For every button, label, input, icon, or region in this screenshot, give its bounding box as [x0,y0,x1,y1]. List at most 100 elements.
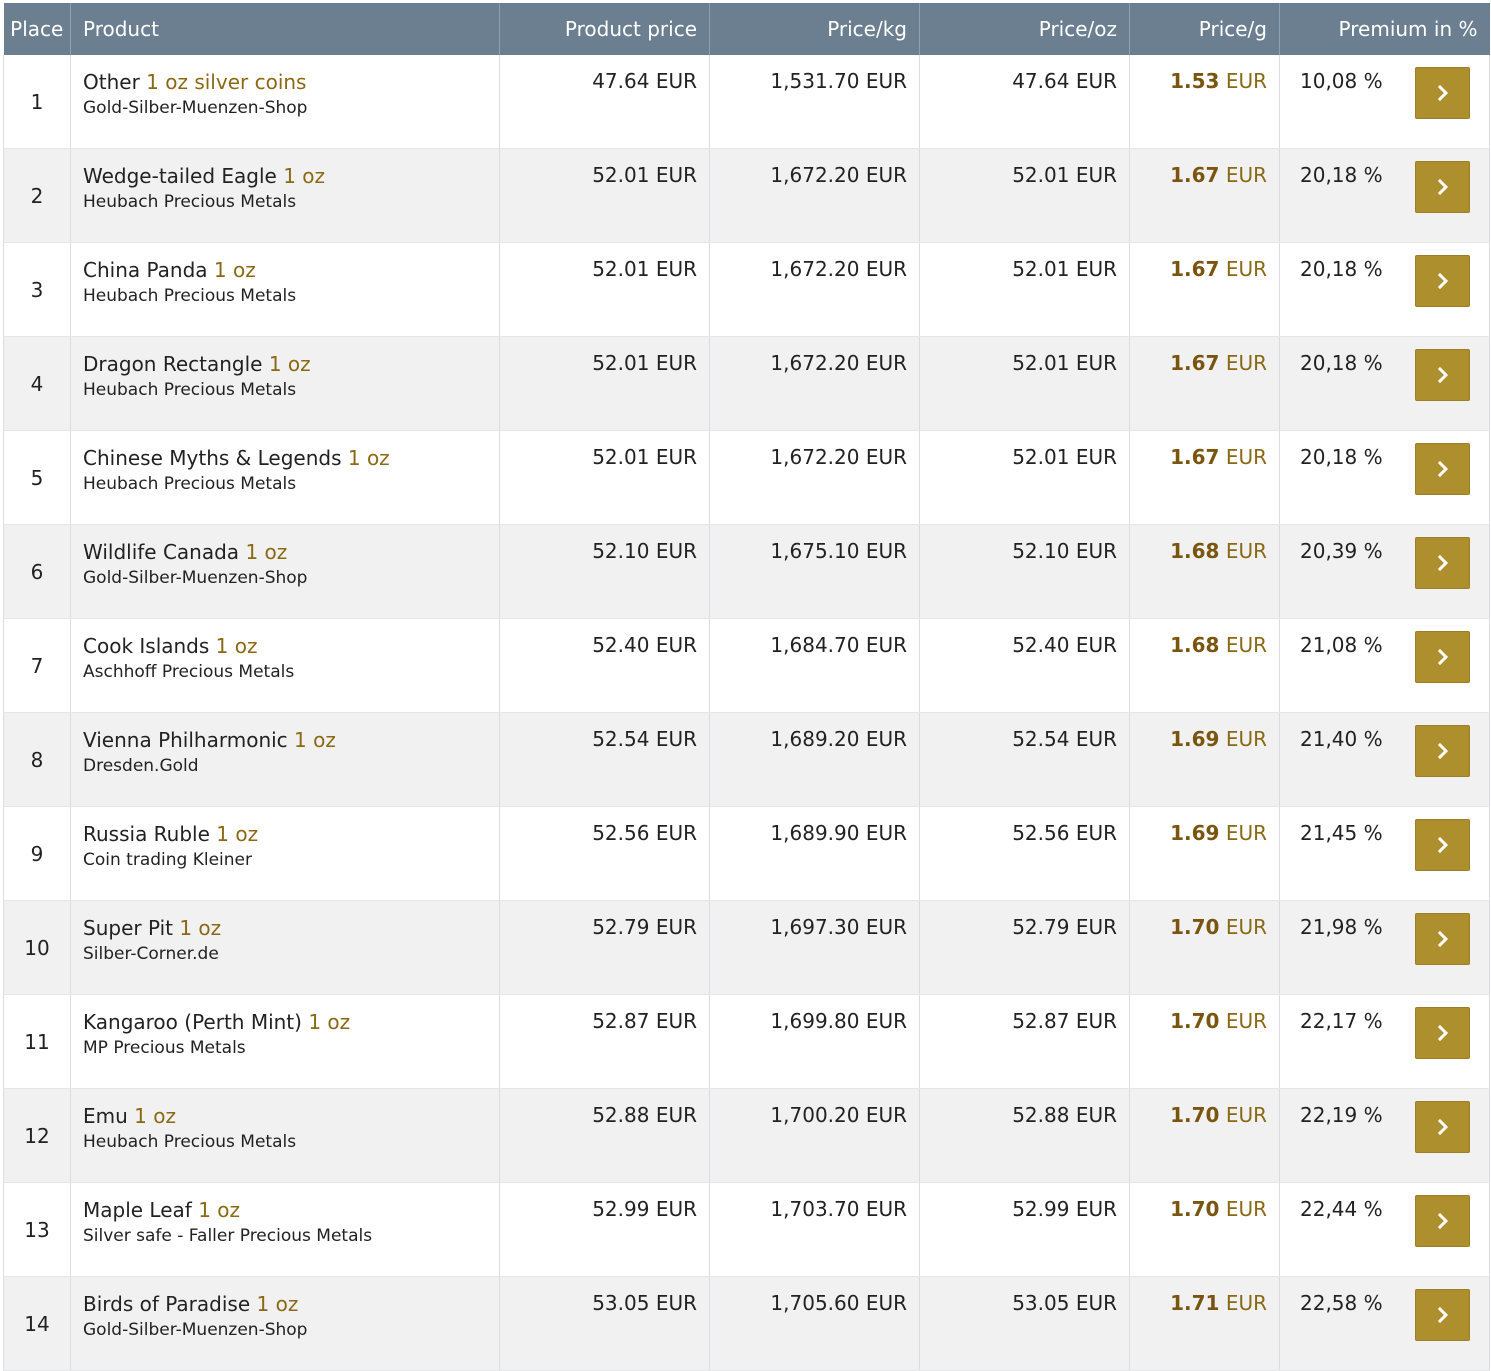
price-g-value: 1.67 [1170,351,1220,375]
table-header-row: Place Product Product price Price/kg Pri… [3,3,1490,55]
product-price-cell: 52.10 EUR [499,524,710,619]
price-oz-cell: 52.99 EUR [919,1182,1130,1277]
header-product-price[interactable]: Product price [499,3,710,55]
shop-name: Coin trading Kleiner [83,850,253,870]
product-price-cell: 52.54 EUR [499,712,710,807]
chevron-right-icon [1437,1024,1448,1042]
price-g-value: 1.70 [1170,915,1220,939]
price-g-cell: 1.68 EUR [1129,524,1280,619]
go-to-offer-button[interactable] [1415,1101,1470,1153]
product-price-cell: 52.01 EUR [499,430,710,525]
premium-cell: 20,18 % [1279,242,1490,337]
table-row: 12 Emu 1 oz Heubach Precious Metals 52.8… [3,1088,1490,1183]
product-name[interactable]: Dragon Rectangle [83,352,263,376]
premium-cell: 20,18 % [1279,336,1490,431]
price-g-value: 1.67 [1170,445,1220,469]
chevron-right-icon [1437,554,1448,572]
go-to-offer-button[interactable] [1415,161,1470,213]
product-price-cell: 52.01 EUR [499,148,710,243]
price-g-currency: EUR [1225,539,1267,563]
price-kg-cell: 1,684.70 EUR [709,618,920,713]
price-g-value: 1.68 [1170,633,1220,657]
header-price-g[interactable]: Price/g [1129,3,1280,55]
go-to-offer-button[interactable] [1415,1289,1470,1341]
price-g-value: 1.69 [1170,727,1220,751]
premium-value: 20,39 % [1300,539,1383,563]
go-to-offer-button[interactable] [1415,1195,1470,1247]
premium-cell: 20,39 % [1279,524,1490,619]
product-cell: Kangaroo (Perth Mint) 1 oz MP Precious M… [70,994,500,1089]
product-price-cell: 53.05 EUR [499,1276,710,1371]
product-weight: 1 oz [216,822,259,846]
product-cell: Maple Leaf 1 oz Silver safe - Faller Pre… [70,1182,500,1277]
go-to-offer-button[interactable] [1415,537,1470,589]
product-name[interactable]: Russia Ruble [83,822,210,846]
header-product[interactable]: Product [70,3,500,55]
price-kg-cell: 1,703.70 EUR [709,1182,920,1277]
product-name[interactable]: Wildlife Canada [83,540,240,564]
go-to-offer-button[interactable] [1415,255,1470,307]
chevron-right-icon [1437,366,1448,384]
price-g-currency: EUR [1225,257,1267,281]
go-to-offer-button[interactable] [1415,819,1470,871]
product-name[interactable]: Birds of Paradise [83,1292,251,1316]
shop-name: Heubach Precious Metals [83,286,297,306]
price-g-currency: EUR [1225,915,1267,939]
price-g-currency: EUR [1225,351,1267,375]
product-cell: Other 1 oz silver coins Gold-Silber-Muen… [70,55,500,149]
header-price-oz[interactable]: Price/oz [919,3,1130,55]
place-cell: 10 [3,900,71,995]
product-name[interactable]: Other [83,70,140,94]
go-to-offer-button[interactable] [1415,725,1470,777]
chevron-right-icon [1437,1306,1448,1324]
go-to-offer-button[interactable] [1415,1007,1470,1059]
place-cell: 14 [3,1276,71,1371]
product-name[interactable]: Vienna Philharmonic [83,728,288,752]
price-g-currency: EUR [1225,633,1267,657]
shop-name: Heubach Precious Metals [83,1132,297,1152]
premium-cell: 22,44 % [1279,1182,1490,1277]
price-g-value: 1.70 [1170,1009,1220,1033]
product-name[interactable]: Maple Leaf [83,1198,192,1222]
chevron-right-icon [1437,1212,1448,1230]
price-oz-cell: 47.64 EUR [919,55,1130,149]
premium-cell: 22,19 % [1279,1088,1490,1183]
place-cell: 13 [3,1182,71,1277]
product-cell: Emu 1 oz Heubach Precious Metals [70,1088,500,1183]
product-name[interactable]: Super Pit [83,916,173,940]
table-row: 3 China Panda 1 oz Heubach Precious Meta… [3,242,1490,337]
premium-value: 22,58 % [1300,1291,1383,1315]
product-price-cell: 52.79 EUR [499,900,710,995]
go-to-offer-button[interactable] [1415,913,1470,965]
product-name[interactable]: China Panda [83,258,208,282]
product-name[interactable]: Wedge-tailed Eagle [83,164,277,188]
product-name[interactable]: Cook Islands [83,634,210,658]
header-premium[interactable]: Premium in % [1279,3,1490,55]
product-weight: 1 oz [198,1198,241,1222]
product-name[interactable]: Kangaroo (Perth Mint) [83,1010,302,1034]
price-kg-cell: 1,700.20 EUR [709,1088,920,1183]
premium-value: 20,18 % [1300,257,1383,281]
price-kg-cell: 1,675.10 EUR [709,524,920,619]
chevron-right-icon [1437,460,1448,478]
price-oz-cell: 52.10 EUR [919,524,1130,619]
go-to-offer-button[interactable] [1415,349,1470,401]
header-place[interactable]: Place [3,3,71,55]
premium-value: 22,19 % [1300,1103,1383,1127]
header-price-kg[interactable]: Price/kg [709,3,920,55]
price-g-cell: 1.70 EUR [1129,1088,1280,1183]
go-to-offer-button[interactable] [1415,631,1470,683]
product-name[interactable]: Chinese Myths & Legends [83,446,342,470]
place-cell: 5 [3,430,71,525]
price-kg-cell: 1,697.30 EUR [709,900,920,995]
go-to-offer-button[interactable] [1415,443,1470,495]
place-cell: 8 [3,712,71,807]
product-name[interactable]: Emu [83,1104,128,1128]
price-g-cell: 1.70 EUR [1129,994,1280,1089]
go-to-offer-button[interactable] [1415,67,1470,119]
price-kg-cell: 1,672.20 EUR [709,336,920,431]
price-kg-cell: 1,689.20 EUR [709,712,920,807]
price-g-currency: EUR [1225,445,1267,469]
product-cell: Chinese Myths & Legends 1 oz Heubach Pre… [70,430,500,525]
table-row: 7 Cook Islands 1 oz Aschhoff Precious Me… [3,618,1490,713]
